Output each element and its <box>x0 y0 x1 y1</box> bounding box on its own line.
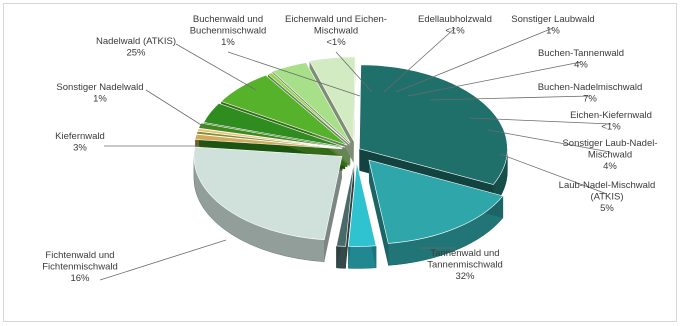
leader-eichen-kiefernwald <box>469 117 612 125</box>
slice-wall-fichtenwald-und-fichtenmischwald <box>368 160 389 266</box>
slice-eichen-kiefernwald <box>267 72 350 145</box>
label-tannenwald-und-tannenmischwald: Tannenwald und Tannenmischwald 32% <box>427 248 503 282</box>
label-buchen-tannenwald: Buchen-Tannenwald 4% <box>538 48 624 71</box>
leader-lines <box>99 27 612 281</box>
label-value: 4% <box>574 60 588 71</box>
leader-eichenwald-und-eichen-mischwald <box>335 51 373 93</box>
label-name: Sonstiger Laub-Nadel- <box>562 138 657 149</box>
leader-edellaubholzwald <box>383 27 456 93</box>
label-value: <1% <box>601 122 621 133</box>
label-value: 3% <box>73 143 87 154</box>
label-value: 25% <box>126 48 146 59</box>
label-buchen-nadelmischwald: Buchen-Nadelmischwald 7% <box>538 82 643 105</box>
leader-nadelwald-atkis <box>175 43 257 91</box>
label-eichen-kiefernwald: Eichen-Kiefernwald <1% <box>570 110 652 133</box>
slice-wall-nadelwald-atkis <box>324 156 342 262</box>
label-value: 4% <box>603 161 617 172</box>
pie-tops <box>193 56 508 247</box>
label-value: 7% <box>583 94 597 105</box>
label-name: Edellaubholzwald <box>418 14 492 25</box>
label-value: 16% <box>70 273 90 284</box>
label-name: Buchenwald und <box>193 14 263 25</box>
label-edellaubholzwald: Edellaubholzwald <1% <box>418 14 492 37</box>
leader-sonstiger-nadelwald <box>145 89 207 129</box>
leader-buchen-tannenwald <box>407 61 582 97</box>
label-value: 1% <box>221 37 235 48</box>
leader-sonstiger-laubwald <box>395 27 554 93</box>
label-eichenwald-und-eichen-mischwald: Eichenwald und Eichen-Mischwald <1% <box>285 14 387 48</box>
label-name: Fichtenmischwald <box>42 262 118 273</box>
leader-sonstiger-laub-nadel-mischwald <box>487 129 611 153</box>
label-fichtenwald-und-fichtenmischwald: Fichtenwald und Fichtenmischwald 16% <box>42 250 118 284</box>
label-name: Buchen-Tannenwald <box>538 48 624 59</box>
label-buchenwald-und-buchenmischwald: Buchenwald und Buchenmischwald 1% <box>190 14 267 48</box>
label-name: Sonstiger Laubwald <box>511 14 594 25</box>
label-value: 1% <box>93 94 107 105</box>
slice-sonstiger-laub-nadel-mischwald <box>271 62 351 143</box>
label-value: <1% <box>445 26 465 37</box>
slice-buchen-tannenwald <box>203 102 346 148</box>
leader-laub-nadel-mischwald-atkis <box>499 153 608 195</box>
label-sonstiger-laub-nadel-mischwald: Sonstiger Laub-Nadel-Mischwald 4% <box>562 138 657 172</box>
label-name: Eichenwald und Eichen- <box>285 14 387 25</box>
label-kiefernwald: Kiefernwald 3% <box>55 131 105 154</box>
leader-buchen-nadelmischwald <box>429 95 591 101</box>
label-name: Buchen-Nadelmischwald <box>538 82 643 93</box>
label-name: Eichen-Kiefernwald <box>570 110 652 121</box>
slice-sonstiger-nadelwald <box>336 162 355 247</box>
label-name: Kiefernwald <box>55 131 105 142</box>
leader-fichtenwald-und-fichtenmischwald <box>99 239 227 281</box>
label-value: 32% <box>455 271 475 282</box>
label-name: Mischwald <box>588 150 632 161</box>
slice-edellaubholzwald <box>197 128 343 149</box>
slice-buchen-nadelmischwald <box>220 74 348 146</box>
slice-buchenwald-und-buchenmischwald <box>194 133 343 150</box>
slice-labels: Tannenwald und Tannenmischwald 32% Fichtenw… <box>42 14 657 284</box>
slice-nadelwald-atkis <box>193 146 343 241</box>
label-name: Tannenmischwald <box>427 260 503 271</box>
label-name: Mischwald <box>314 26 358 37</box>
label-name: Tannenwald und <box>430 248 499 259</box>
label-name: Laub-Nadel-Mischwald <box>559 180 656 191</box>
leader-buchenwald-und-buchenmischwald <box>227 51 361 97</box>
label-nadelwald-atkis: Nadelwald (ATKIS) 25% <box>96 36 176 59</box>
slice-laub-nadel-mischwald-atkis <box>309 56 356 143</box>
label-name: Fichtenwald und <box>45 250 114 261</box>
label-name: Buchenmischwald <box>190 26 267 37</box>
slice-kiefernwald <box>348 162 377 247</box>
label-value: 1% <box>546 26 560 37</box>
label-name: Sonstiger Nadelwald <box>56 82 143 93</box>
label-laub-nadel-mischwald-atkis: Laub-Nadel-Mischwald (ATKIS) 5% <box>559 180 656 214</box>
slice-fichtenwald-und-fichtenmischwald <box>368 159 504 244</box>
slice-sonstiger-laubwald <box>198 122 343 149</box>
label-value: 5% <box>600 203 614 214</box>
label-value: <1% <box>326 37 346 48</box>
chart-frame <box>3 3 677 322</box>
slice-tannenwald-und-tannenmischwald <box>359 64 508 185</box>
label-sonstiger-laubwald: Sonstiger Laubwald 1% <box>511 14 594 37</box>
label-name: (ATKIS) <box>590 192 623 203</box>
label-name: Nadelwald (ATKIS) <box>96 36 176 47</box>
label-sonstiger-nadelwald: Sonstiger Nadelwald 1% <box>56 82 143 105</box>
